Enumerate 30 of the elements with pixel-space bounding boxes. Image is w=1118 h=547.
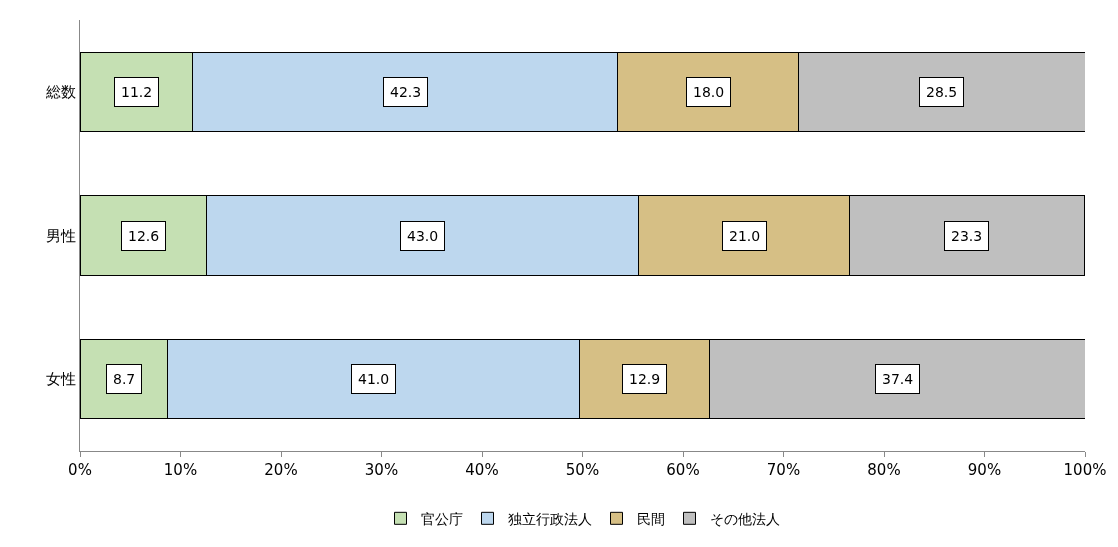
x-tick-label: 20%	[264, 461, 298, 479]
y-tick-label: 女性	[46, 370, 76, 389]
x-tick-label: 50%	[565, 461, 600, 479]
data-label: 12.9	[629, 371, 661, 387]
legend-label: 官公庁	[420, 510, 463, 527]
x-tick-label: 30%	[364, 461, 399, 479]
data-label: 41.0	[358, 371, 390, 387]
data-label: 42.3	[390, 84, 422, 100]
x-tick-label: 80%	[867, 461, 901, 479]
x-tick-label: 60%	[666, 461, 700, 479]
data-label: 28.5	[926, 84, 958, 100]
legend-label: その他法人	[709, 510, 780, 527]
x-tick-label: 70%	[766, 461, 801, 479]
legend-label: 民間	[636, 510, 665, 527]
x-tick-label: 0%	[68, 461, 92, 479]
x-tick-label: 100%	[1063, 461, 1107, 479]
legend-label: 独立行政法人	[507, 510, 592, 527]
data-label: 21.0	[729, 228, 761, 244]
data-label: 37.4	[882, 371, 914, 387]
x-tick-label: 40%	[465, 461, 499, 479]
data-label: 43.0	[407, 228, 439, 244]
y-tick-label: 男性	[46, 226, 76, 245]
x-tick-label: 90%	[967, 461, 1002, 479]
data-label: 18.0	[693, 84, 725, 100]
data-label: 23.3	[951, 228, 983, 244]
data-label: 11.2	[121, 84, 153, 100]
data-label: 8.7	[113, 371, 136, 387]
data-label: 12.6	[128, 228, 160, 244]
x-tick-label: 10%	[163, 461, 198, 479]
y-tick-label: 総数	[45, 83, 76, 102]
